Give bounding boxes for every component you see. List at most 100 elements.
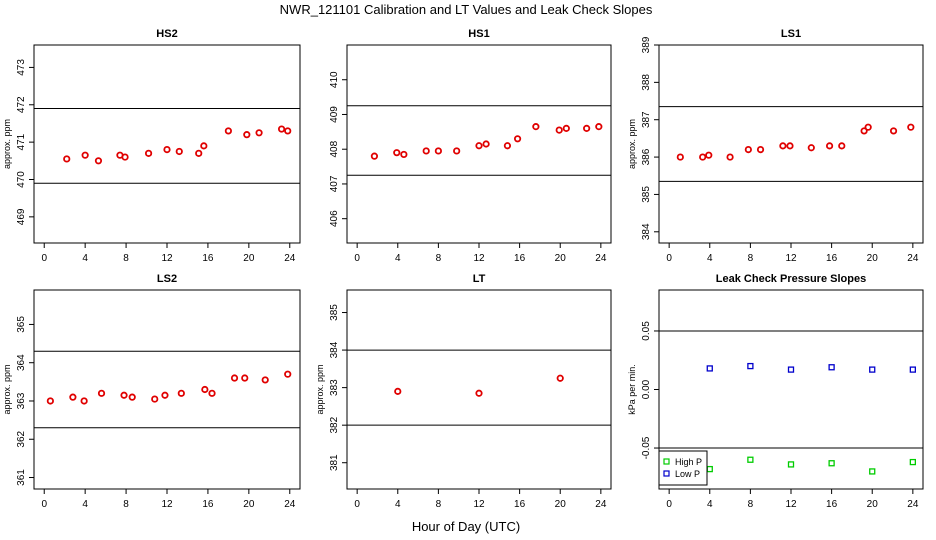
x-tick-label: 20 bbox=[555, 499, 567, 510]
panel-3: LS1 0 4 8 12 16 20 24 384 385 386 387 388 389 approx. … bbox=[627, 28, 924, 264]
data-point bbox=[230, 374, 239, 382]
y-tick-label: 384 bbox=[641, 223, 652, 240]
data-point bbox=[699, 153, 707, 161]
data-point bbox=[869, 366, 876, 373]
x-tick-label: 8 bbox=[748, 499, 754, 510]
legend-label: Low P bbox=[675, 469, 700, 479]
data-point bbox=[201, 385, 209, 394]
y-tick-label: 383 bbox=[329, 379, 340, 396]
plot-frame bbox=[346, 289, 612, 490]
data-point bbox=[422, 147, 430, 155]
y-tick-label: 0.00 bbox=[641, 379, 652, 399]
data-point bbox=[69, 393, 77, 401]
x-tick-label: 12 bbox=[473, 499, 485, 510]
y-tick-label: 387 bbox=[641, 111, 652, 128]
data-point bbox=[744, 146, 752, 154]
legend: High P Low P bbox=[658, 450, 708, 486]
x-tick-label: 4 bbox=[395, 253, 401, 264]
y-axis-label: kPa per min. bbox=[627, 364, 637, 415]
panel-1: HS2 0 4 8 12 16 20 24 469 470 471 472 473 approx. ppm bbox=[2, 28, 301, 264]
series-high-p bbox=[706, 456, 916, 475]
series-1 bbox=[370, 123, 603, 160]
y-tick-label: 406 bbox=[329, 210, 340, 227]
legend-marker bbox=[663, 458, 670, 465]
data-point bbox=[200, 142, 208, 150]
data-point bbox=[583, 124, 591, 132]
y-tick-label: 363 bbox=[16, 392, 27, 409]
x-tick-label: 16 bbox=[826, 499, 838, 510]
x-tick-label: 20 bbox=[243, 253, 255, 264]
y-axis-label: approx. ppm bbox=[2, 119, 12, 169]
y-tick-label: 386 bbox=[641, 148, 652, 165]
data-point bbox=[482, 140, 490, 148]
data-point bbox=[756, 146, 765, 154]
y-tick-label: 364 bbox=[16, 354, 27, 371]
data-point bbox=[825, 142, 834, 150]
data-point bbox=[394, 387, 402, 395]
x-tick-label: 12 bbox=[785, 499, 797, 510]
y-tick-label: 473 bbox=[16, 59, 27, 76]
data-point bbox=[556, 374, 564, 382]
x-tick-label: 4 bbox=[395, 499, 401, 510]
figure-xlabel: Hour of Day (UTC) bbox=[412, 519, 520, 534]
data-point bbox=[864, 123, 872, 131]
x-tick-label: 8 bbox=[123, 253, 129, 264]
data-point bbox=[838, 142, 846, 150]
y-tick-label: 365 bbox=[16, 316, 27, 333]
plot-frame bbox=[33, 44, 301, 244]
data-point bbox=[121, 153, 129, 161]
data-point bbox=[175, 147, 183, 156]
data-point bbox=[400, 150, 408, 159]
y-tick-label: 362 bbox=[16, 430, 27, 447]
x-tick-label: 20 bbox=[867, 499, 879, 510]
data-point bbox=[562, 124, 570, 132]
x-tick-label: 24 bbox=[284, 499, 296, 510]
x-tick-label: 8 bbox=[436, 499, 442, 510]
data-point bbox=[705, 151, 713, 159]
y-tick-label: 381 bbox=[329, 454, 340, 471]
panel-5: LT 0 4 8 12 16 20 24 381 382 383 384 385 approx. ppm bbox=[315, 273, 612, 510]
data-point bbox=[94, 157, 103, 165]
data-point bbox=[706, 465, 713, 473]
x-tick-label: 24 bbox=[284, 253, 296, 264]
series-1 bbox=[394, 374, 564, 397]
data-point bbox=[46, 397, 54, 405]
data-point bbox=[555, 126, 563, 134]
data-point bbox=[532, 123, 540, 131]
data-point bbox=[255, 129, 263, 137]
x-tick-label: 16 bbox=[514, 499, 526, 510]
x-tick-label: 0 bbox=[666, 253, 672, 264]
y-tick-label: 382 bbox=[329, 416, 340, 433]
x-tick-label: 20 bbox=[867, 253, 879, 264]
panel-title: HS1 bbox=[468, 28, 489, 40]
y-tick-label: 407 bbox=[329, 175, 340, 192]
data-point bbox=[828, 460, 835, 467]
legend-box bbox=[658, 450, 708, 486]
x-tick-label: 0 bbox=[41, 253, 47, 264]
data-point bbox=[243, 131, 251, 139]
x-tick-label: 24 bbox=[907, 253, 919, 264]
data-point bbox=[434, 147, 442, 155]
data-point bbox=[370, 152, 379, 160]
data-point bbox=[676, 153, 684, 161]
x-tick-label: 20 bbox=[243, 499, 255, 510]
data-point bbox=[195, 149, 203, 157]
data-point bbox=[747, 362, 754, 370]
data-point bbox=[909, 458, 916, 466]
data-point bbox=[80, 397, 88, 405]
y-tick-label: 385 bbox=[641, 186, 652, 203]
data-point bbox=[284, 370, 292, 378]
data-point bbox=[787, 366, 795, 373]
y-axis-label: approx. ppm bbox=[627, 119, 637, 169]
x-tick-label: 12 bbox=[785, 253, 797, 264]
y-tick-label: -0.05 bbox=[641, 436, 652, 459]
data-point bbox=[128, 393, 136, 401]
data-point bbox=[277, 125, 286, 133]
x-tick-label: 4 bbox=[82, 499, 88, 510]
data-point bbox=[595, 123, 603, 131]
y-axis-label: approx. ppm bbox=[2, 364, 12, 414]
data-point bbox=[163, 146, 171, 154]
data-point bbox=[97, 389, 106, 397]
data-point bbox=[726, 153, 734, 161]
